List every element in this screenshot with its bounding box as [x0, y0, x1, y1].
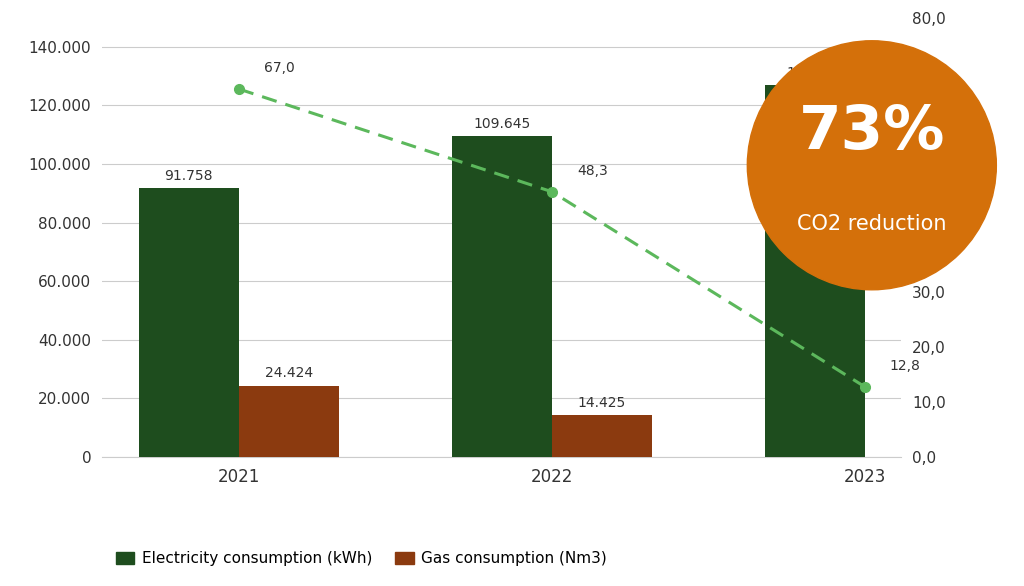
Bar	[239, 386, 339, 457]
Bar	[765, 85, 865, 457]
Text: 67,0: 67,0	[264, 62, 295, 75]
Bar	[452, 136, 552, 457]
Text: 48,3: 48,3	[577, 164, 607, 178]
Text: 14.425: 14.425	[578, 396, 626, 410]
Text: 73%: 73%	[799, 103, 945, 162]
Text: 12,8: 12,8	[890, 359, 921, 373]
Text: CO2 reduction: CO2 reduction	[797, 214, 946, 234]
Text: 109.645: 109.645	[473, 117, 530, 131]
Legend: Total CO2 emissions (tons): Total CO2 emissions (tons)	[110, 581, 360, 586]
Bar	[138, 188, 239, 457]
Text: 24.424: 24.424	[265, 366, 313, 380]
Text: 91.758: 91.758	[165, 169, 213, 183]
Circle shape	[748, 41, 996, 290]
Text: 126.940: 126.940	[786, 66, 844, 80]
Bar	[552, 415, 652, 457]
